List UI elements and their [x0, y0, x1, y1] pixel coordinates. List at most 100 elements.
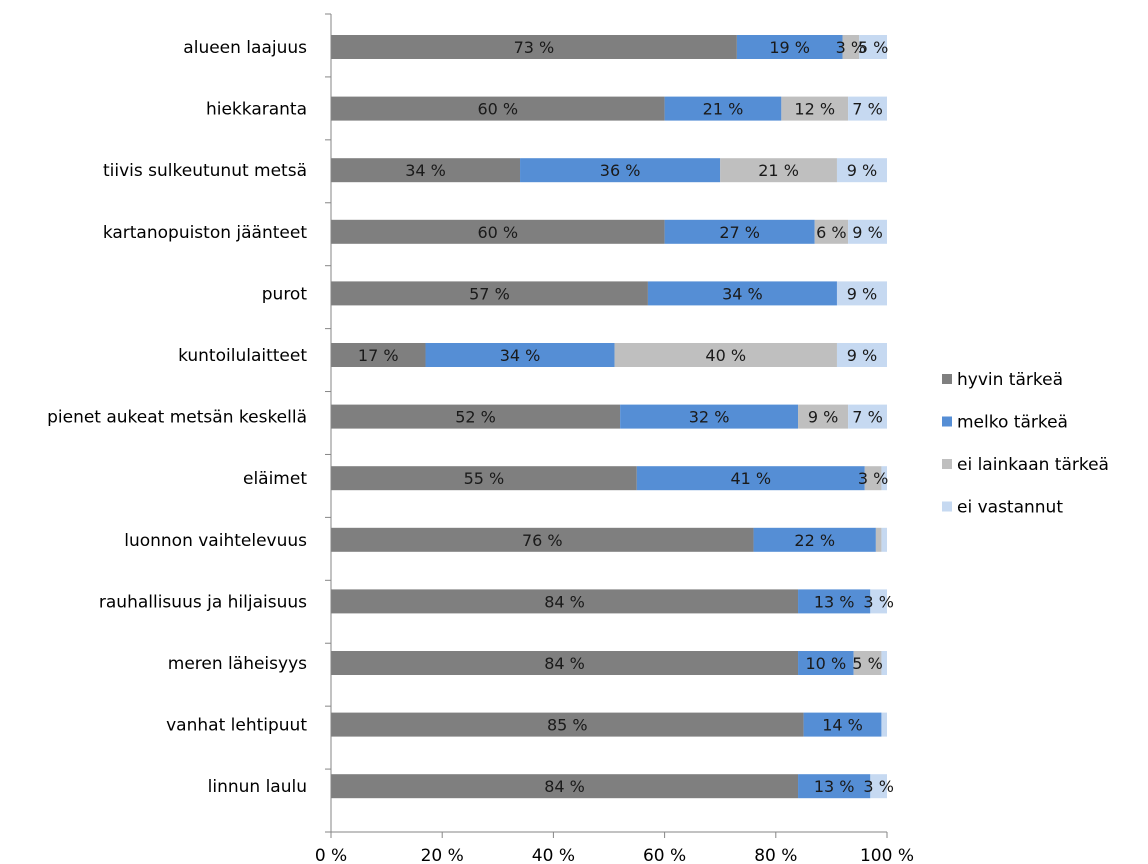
- category-label: luonnon vaihtelevuus: [124, 531, 307, 551]
- bar-segment: [798, 404, 849, 429]
- bar-data-labels: 73 % 19 % 3 %5 %60 % 21 % 12 % 7 %34 % 36 % 21 …: [358, 38, 894, 796]
- bar-segment: [664, 219, 815, 244]
- legend-label: melko tärkeä: [957, 413, 1068, 433]
- legend-swatch: [942, 501, 952, 512]
- legend-label: ei vastannut: [957, 498, 1063, 518]
- legend: hyvin tärkeä melko tärkeä ei lainkaan tärk…: [942, 370, 1109, 518]
- data-label: 84 %: [544, 654, 585, 673]
- data-label: 52 %: [455, 408, 496, 427]
- data-label: 55 %: [464, 469, 505, 488]
- data-label: 3 %: [858, 469, 888, 488]
- bar-segment: [864, 466, 882, 491]
- data-label: 60 %: [477, 223, 518, 242]
- bar-segment: [331, 712, 804, 737]
- bars: [331, 35, 887, 799]
- bar-segment: [875, 527, 882, 552]
- category-label: linnun laulu: [208, 777, 307, 797]
- data-label: 9 %: [847, 284, 877, 303]
- data-label: 85 %: [547, 716, 588, 735]
- bar-segment: [859, 35, 887, 59]
- data-label: 3 %: [863, 777, 893, 796]
- data-label: 34 %: [722, 284, 763, 303]
- bar-segment: [331, 96, 665, 121]
- bar-segment: [870, 589, 887, 614]
- data-label: 7 %: [852, 408, 882, 427]
- category-label: alueen laajuus: [183, 38, 307, 58]
- bar-segment: [331, 774, 799, 799]
- data-label: 21 %: [703, 100, 744, 119]
- data-label: 3 %: [836, 38, 866, 57]
- bar-segment: [848, 96, 887, 121]
- x-tick-label: 20 %: [421, 846, 464, 864]
- category-label: eläimet: [243, 469, 307, 489]
- data-label: 5 %: [858, 38, 888, 57]
- legend-swatch: [942, 459, 952, 469]
- category-label: kartanopuiston jäänteet: [103, 223, 308, 243]
- bar-segment: [331, 219, 665, 244]
- data-label: 76 %: [522, 531, 563, 550]
- bar-segment: [753, 527, 876, 552]
- bar-segment: [836, 343, 887, 367]
- legend-swatch: [942, 416, 952, 427]
- data-label: 10 %: [806, 654, 847, 673]
- bar-segment: [520, 158, 721, 183]
- data-label: 9 %: [847, 346, 877, 365]
- category-label: kuntoilulaitteet: [178, 346, 307, 366]
- bar-segment: [853, 651, 882, 675]
- bar-segment: [331, 35, 737, 59]
- data-label: 19 %: [769, 38, 810, 57]
- bar-segment: [881, 651, 887, 675]
- category-label: vanhat lehtipuut: [166, 716, 307, 736]
- data-label: 22 %: [794, 531, 835, 550]
- bar-segment: [425, 343, 615, 367]
- category-labels: alueen laajuus hiekkaranta tiivis sulkeutu…: [47, 38, 307, 797]
- category-label: rauhallisuus ja hiljaisuus: [99, 592, 307, 612]
- x-tick-label: 0 %: [315, 846, 347, 864]
- bar-segment: [720, 158, 837, 183]
- category-label: tiivis sulkeutunut metsä: [103, 161, 307, 181]
- bar-segment: [781, 96, 849, 121]
- data-label: 32 %: [689, 408, 730, 427]
- data-label: 9 %: [847, 161, 877, 180]
- data-label: 3 %: [863, 592, 893, 611]
- bar-segment: [331, 158, 521, 183]
- legend-swatch: [942, 374, 952, 384]
- data-label: 12 %: [794, 100, 835, 119]
- data-label: 17 %: [358, 346, 399, 365]
- bar-segment: [848, 219, 887, 244]
- data-label: 9 %: [852, 223, 882, 242]
- data-label: 27 %: [719, 223, 760, 242]
- data-label: 6 %: [816, 223, 846, 242]
- category-label: pienet aukeat metsän keskellä: [47, 408, 307, 428]
- data-label: 84 %: [544, 777, 585, 796]
- bar-segment: [803, 712, 882, 737]
- data-label: 34 %: [500, 346, 541, 365]
- x-tick-label: 40 %: [532, 846, 575, 864]
- bar-segment: [836, 281, 887, 306]
- bar-segment: [798, 651, 854, 675]
- x-tick-label: 80 %: [754, 846, 797, 864]
- bar-segment: [331, 651, 799, 675]
- bar-segment: [848, 404, 887, 429]
- data-label: 9 %: [808, 408, 838, 427]
- data-label: 14 %: [822, 716, 863, 735]
- data-label: 5 %: [852, 654, 882, 673]
- bar-segment: [870, 774, 887, 799]
- bar-segment: [798, 589, 871, 614]
- data-label: 13 %: [814, 592, 855, 611]
- data-label: 40 %: [705, 346, 746, 365]
- bar-segment: [814, 219, 849, 244]
- data-label: 36 %: [600, 161, 641, 180]
- x-tick-label: 100 %: [860, 846, 914, 864]
- bar-segment: [331, 466, 637, 491]
- category-label: meren läheisyys: [168, 654, 307, 674]
- bar-segment: [836, 158, 887, 183]
- data-label: 41 %: [730, 469, 771, 488]
- bar-segment: [331, 527, 754, 552]
- bar-segment: [636, 466, 865, 491]
- data-label: 13 %: [814, 777, 855, 796]
- category-label: purot: [262, 284, 308, 304]
- bar-segment: [881, 466, 887, 491]
- bar-segment: [331, 343, 426, 367]
- bar-segment: [331, 404, 621, 429]
